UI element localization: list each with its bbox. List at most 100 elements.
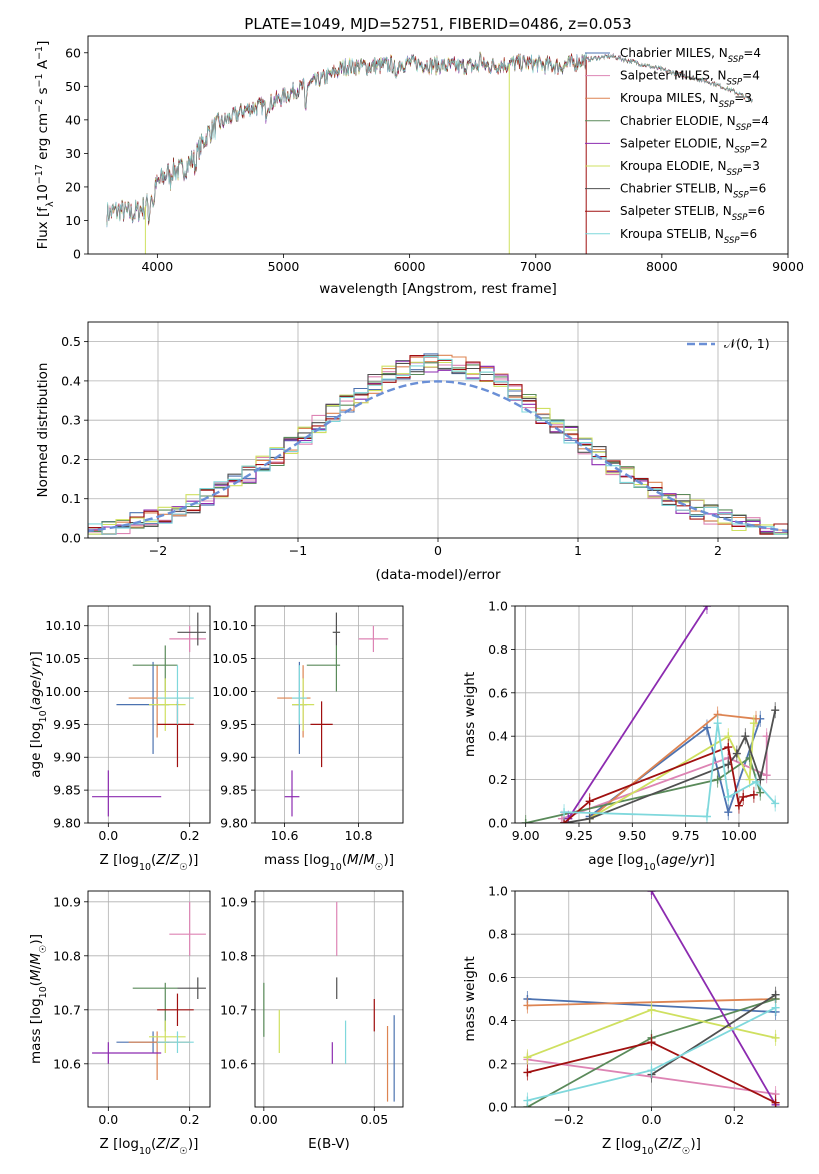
histogram-kroupa_stelib bbox=[88, 356, 788, 535]
y-tick-label: 9.80 bbox=[53, 816, 81, 831]
legend-label-part: =3 bbox=[734, 91, 752, 105]
y-tick-label: 10.00 bbox=[212, 684, 248, 699]
label-part: )] bbox=[188, 1136, 199, 1152]
y-axis-label: Flux [fλ10−17 erg cm−2 s−1 A−1] bbox=[34, 41, 56, 250]
label-part: / bbox=[28, 964, 44, 969]
y-tick-label: 0.6 bbox=[488, 970, 508, 985]
x-axis-label: mass [log10(M/M☉)] bbox=[264, 852, 394, 873]
legend-label-part: Chabrier ELODIE, N bbox=[620, 114, 736, 128]
label-part: Flux [f bbox=[35, 206, 51, 250]
label-part: A bbox=[35, 59, 51, 73]
label-part: −17 bbox=[34, 164, 45, 184]
label-part: 10 bbox=[330, 862, 342, 873]
label-part: Z [log bbox=[602, 1136, 641, 1152]
legend-label-part: Kroupa STELIB, N bbox=[620, 227, 724, 241]
y-tick-label: 0 bbox=[73, 247, 81, 262]
y-tick-label: 50 bbox=[65, 79, 81, 94]
label-part: yr bbox=[28, 660, 44, 676]
y-tick-label: 10.8 bbox=[53, 948, 81, 963]
y-tick-label: 10.05 bbox=[45, 651, 81, 666]
x-tick-label: 4000 bbox=[141, 259, 173, 274]
y-tick-label: 10 bbox=[65, 213, 81, 228]
y-tick-label: 0.1 bbox=[61, 491, 81, 506]
label-part: ☉ bbox=[179, 862, 188, 873]
x-tick-label: 7000 bbox=[520, 259, 552, 274]
label-part: E(B-V) bbox=[308, 1136, 350, 1152]
y-tick-label: 0.3 bbox=[61, 413, 81, 428]
y-tick-label: 30 bbox=[65, 146, 81, 161]
age_vs_z-errorbars bbox=[92, 612, 206, 817]
label-part: Z bbox=[155, 852, 166, 868]
x-tick-label: 9.25 bbox=[565, 828, 593, 843]
spectrum-kroupa_stelib bbox=[106, 52, 753, 227]
label-part: M bbox=[28, 953, 44, 965]
label-part: Z bbox=[169, 852, 180, 868]
x-tick-label: 10.8 bbox=[345, 828, 373, 843]
x-axis-label: Z [log10(Z/Z☉)] bbox=[100, 1136, 199, 1157]
weight_vs_age-lines bbox=[521, 606, 780, 823]
label-part: / bbox=[166, 852, 171, 868]
label-part: ( bbox=[656, 852, 661, 868]
legend-label-part: Salpeter MILES, N bbox=[620, 69, 727, 83]
label-part: −1 bbox=[34, 46, 45, 60]
y-tick-label: 10.7 bbox=[220, 1002, 248, 1017]
label-part: ☉ bbox=[375, 862, 384, 873]
label-part: 10 bbox=[38, 986, 49, 998]
x-tick-label: −1 bbox=[289, 543, 307, 558]
weight-line-chabrier_elodie bbox=[525, 756, 762, 823]
x-tick-label: 0.0 bbox=[98, 828, 118, 843]
legend-label: Chabrier STELIB, NSSP=6 bbox=[620, 182, 766, 201]
y-tick-label: 9.95 bbox=[220, 717, 248, 732]
y-tick-label: 0.6 bbox=[488, 685, 508, 700]
label-part: Normed distribution bbox=[35, 363, 51, 498]
label-part: )] bbox=[28, 934, 44, 945]
x-axis-label: E(B-V) bbox=[308, 1136, 350, 1152]
y-tick-label: 40 bbox=[65, 112, 81, 127]
mass_vs_ebv-errorbars bbox=[263, 901, 395, 1102]
label-part: age bbox=[661, 852, 686, 868]
label-part: )] bbox=[188, 852, 199, 868]
x-tick-label: 0.0 bbox=[98, 1112, 118, 1127]
y-tick-label: 10.10 bbox=[45, 618, 81, 633]
label-part: mass weight bbox=[462, 672, 478, 757]
x-tick-label: −0.2 bbox=[554, 1112, 584, 1127]
x-axis-label: Z [log10(Z/Z☉)] bbox=[100, 852, 199, 873]
label-part: (data-model)/error bbox=[375, 567, 501, 583]
weight_vs_z-frame bbox=[514, 890, 789, 1108]
y-tick-label: 0.2 bbox=[488, 772, 508, 787]
weight_vs_age-axes: 9.00 9.25 9.50 9.75 10.00 0.0 0.2 0.4 0.6 0.8 1.0 bbox=[488, 599, 788, 843]
x-tick-label: 0.2 bbox=[724, 1112, 744, 1127]
y-axis-label: mass [log10(M/M☉)] bbox=[28, 934, 49, 1064]
label-part: ( bbox=[28, 705, 44, 710]
label-part: Z [log bbox=[100, 852, 139, 868]
y-tick-label: 0.8 bbox=[488, 927, 508, 942]
x-tick-label: 10.00 bbox=[721, 828, 757, 843]
label-part: age [log bbox=[588, 852, 643, 868]
x-tick-label: 9.50 bbox=[618, 828, 646, 843]
x-axis-label: age [log10(age/yr)] bbox=[588, 852, 714, 873]
legend-label-part: Chabrier MILES, N bbox=[620, 46, 728, 60]
label-part: ☉ bbox=[179, 1146, 188, 1157]
label-part: Z bbox=[658, 1136, 669, 1152]
weight-line-kroupa_elodie bbox=[589, 723, 755, 820]
legend-label-part: Chabrier STELIB, N bbox=[620, 182, 733, 196]
x-tick-label: 2 bbox=[714, 543, 722, 558]
legend-label-part: SSP bbox=[724, 236, 740, 246]
legend-label-part: SSP bbox=[719, 100, 735, 110]
y-tick-label: 0.2 bbox=[488, 1056, 508, 1071]
x-tick-label: 0 bbox=[434, 543, 442, 558]
histograms bbox=[88, 353, 788, 535]
legend-label: Kroupa MILES, NSSP=3 bbox=[620, 91, 752, 110]
legend-label: Salpeter ELODIE, NSSP=2 bbox=[620, 136, 768, 155]
label-part: age bbox=[28, 680, 44, 705]
label-part: Z bbox=[169, 1136, 180, 1152]
y-tick-label: 0.4 bbox=[488, 1013, 508, 1028]
y-tick-label: 0.2 bbox=[61, 452, 81, 467]
x-tick-label: 0.0 bbox=[642, 1112, 662, 1127]
x-tick-label: 9000 bbox=[772, 259, 804, 274]
label-part: s bbox=[35, 87, 51, 98]
y-tick-label: 9.90 bbox=[53, 750, 81, 765]
histogram-chabrier_elodie bbox=[88, 359, 788, 535]
x-axis-label: wavelength [Angstrom, rest frame] bbox=[319, 281, 557, 297]
